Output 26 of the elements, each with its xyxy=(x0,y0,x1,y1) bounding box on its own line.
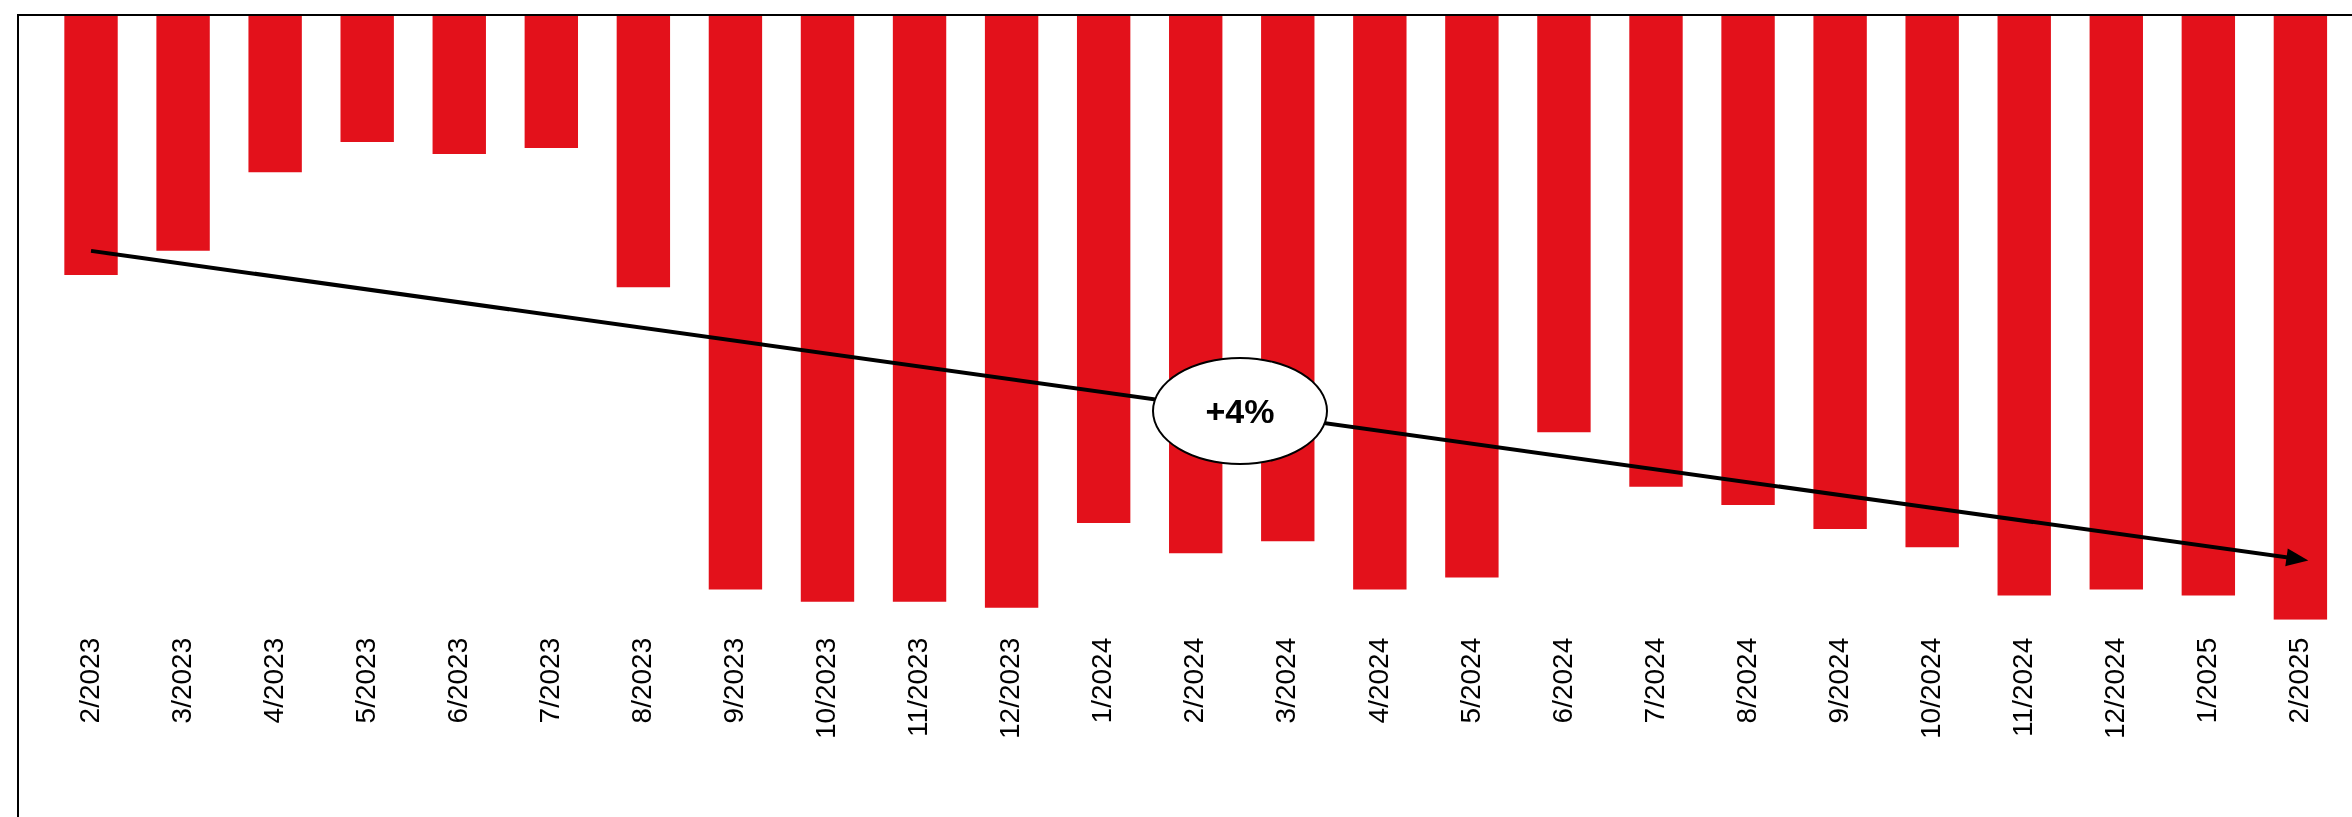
x-tick-label: 6/2024 xyxy=(1546,637,1578,724)
x-tick-label: 2/2025 xyxy=(2283,637,2315,724)
x-tick-label: 9/2024 xyxy=(1822,637,1854,724)
x-tick-label: 8/2024 xyxy=(1730,637,1762,724)
x-tick-label: 11/2023 xyxy=(902,637,934,737)
x-tick-label: 2/2023 xyxy=(73,637,105,724)
x-tick-label: 10/2024 xyxy=(1914,637,1946,740)
x-tick-label: 8/2023 xyxy=(626,637,658,724)
x-tick-label: 12/2023 xyxy=(994,637,1026,740)
x-tick-label: 2/2024 xyxy=(1178,637,1210,724)
x-tick-label: 7/2024 xyxy=(1638,637,1670,724)
x-tick-label: 5/2023 xyxy=(349,637,381,724)
x-tick-label: 1/2025 xyxy=(2191,637,2223,724)
x-tick-label: 7/2023 xyxy=(534,637,566,724)
x-tick-label: 12/2024 xyxy=(2099,637,2130,740)
annotation: +4% xyxy=(1151,357,1328,466)
x-tick-label: 3/2024 xyxy=(1270,637,1302,724)
x-tick-label: 4/2023 xyxy=(257,637,289,724)
x-tick-label: 5/2024 xyxy=(1454,637,1486,724)
x-tick-label: 11/2024 xyxy=(2006,637,2038,737)
x-tick-label: 3/2023 xyxy=(165,637,197,724)
x-tick-label: 4/2024 xyxy=(1362,637,1394,724)
x-tick-label: 9/2023 xyxy=(718,637,750,724)
x-tick-label: 10/2023 xyxy=(810,637,842,740)
x-tick-label: 1/2024 xyxy=(1086,637,1118,724)
x-tick-label: 6/2023 xyxy=(441,637,473,724)
